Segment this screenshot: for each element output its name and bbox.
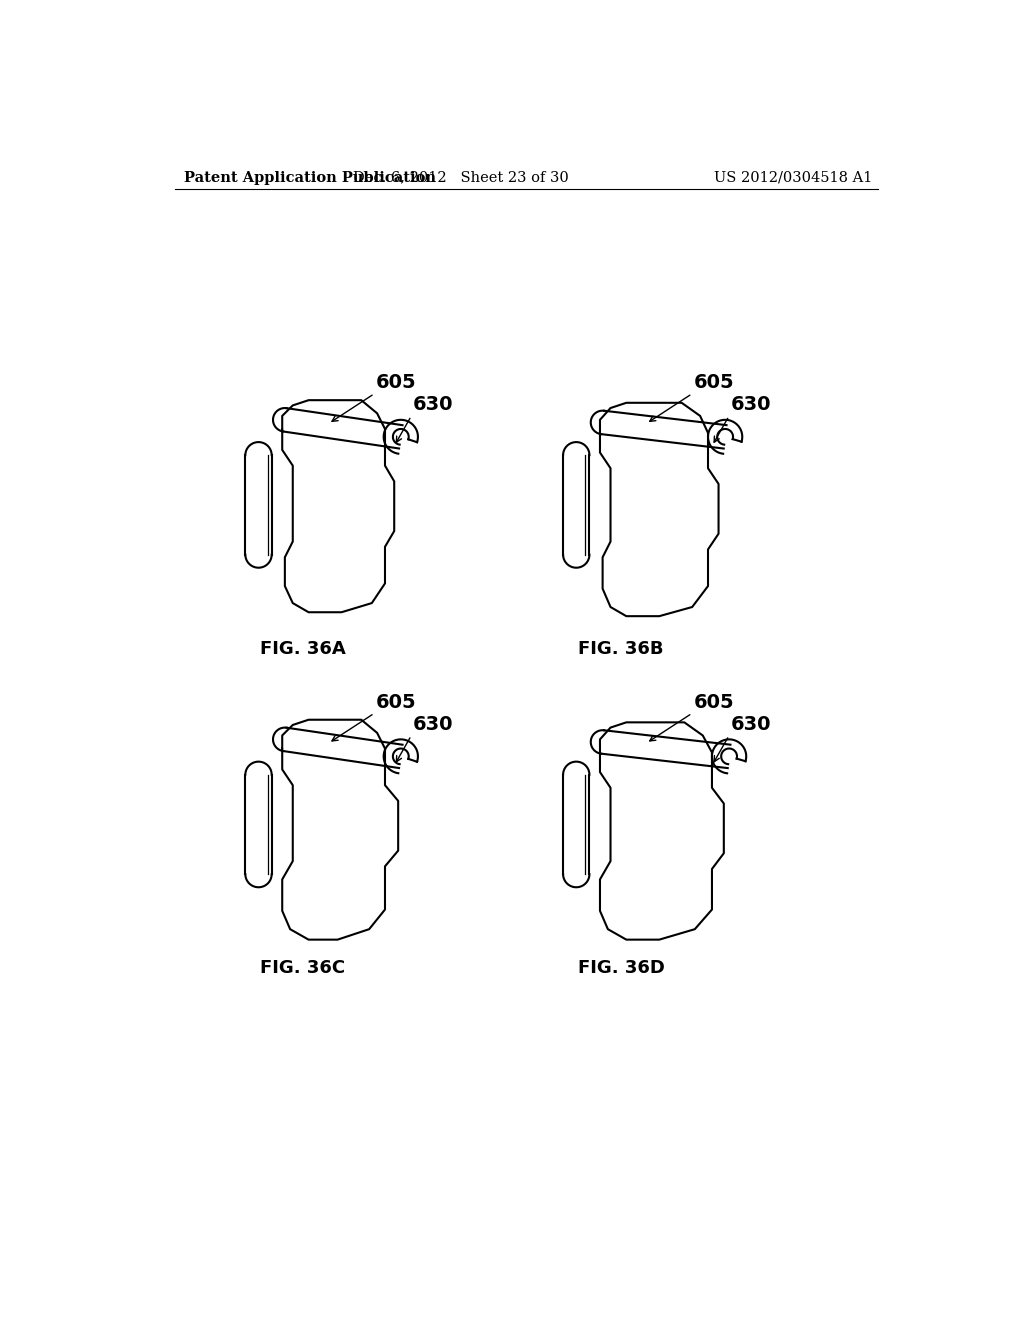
Text: FIG. 36B: FIG. 36B	[578, 640, 663, 657]
Text: 630: 630	[413, 396, 454, 414]
Text: 605: 605	[376, 374, 417, 392]
Text: 630: 630	[731, 715, 771, 734]
Text: US 2012/0304518 A1: US 2012/0304518 A1	[714, 170, 872, 185]
Text: FIG. 36C: FIG. 36C	[260, 960, 345, 977]
Text: 605: 605	[376, 693, 417, 711]
Text: FIG. 36A: FIG. 36A	[260, 640, 345, 657]
Text: Patent Application Publication: Patent Application Publication	[183, 170, 436, 185]
Text: 630: 630	[413, 715, 454, 734]
Text: 605: 605	[693, 374, 734, 392]
Text: 630: 630	[731, 396, 771, 414]
Text: FIG. 36D: FIG. 36D	[578, 960, 665, 977]
Text: Dec. 6, 2012   Sheet 23 of 30: Dec. 6, 2012 Sheet 23 of 30	[353, 170, 569, 185]
Text: 605: 605	[693, 693, 734, 711]
